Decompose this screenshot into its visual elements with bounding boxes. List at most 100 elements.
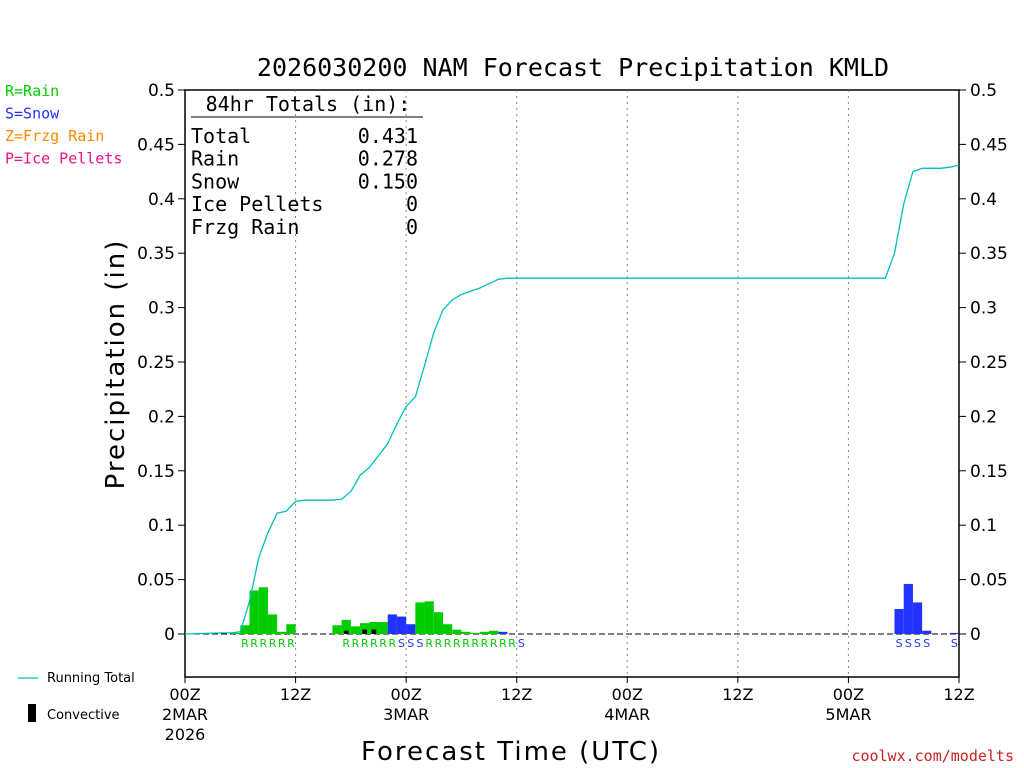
plot-frame	[184, 89, 960, 678]
convective-legend-label: Convective	[47, 708, 120, 723]
precip-type-letter: S	[407, 637, 414, 650]
y-axis-left: 0.5 0.45 0.4 0.35 0.3 0.25 0.2 0.15 0.1 0.05 0	[137, 81, 185, 645]
precip-type-letter: R	[499, 637, 507, 650]
precip-type-legend: R=Rain S=Snow Z=Frzg Rain P=Ice Pellets	[5, 82, 122, 168]
y-tick-label-right: 0.4	[970, 190, 997, 210]
rain-bar	[286, 624, 296, 634]
precip-type-letter: S	[896, 637, 903, 650]
precip-type-letter: R	[278, 637, 286, 650]
precip-type-letter: S	[416, 637, 423, 650]
totals-rows: Total 0.431 Rain 0.278 Snow 0.150 Ice Pellets 0…	[191, 124, 418, 239]
y-tick-label-right: 0.5	[970, 81, 997, 101]
rain-bar	[267, 614, 278, 634]
x-tick-date: 3MAR	[383, 705, 429, 724]
x-tick-label: 00Z	[169, 685, 200, 704]
precip-type-letter: R	[508, 637, 516, 650]
y-tick-label: 0.15	[137, 462, 175, 482]
precip-type-letter: S	[905, 637, 912, 650]
totals-row-value: 0.431	[358, 124, 418, 148]
totals-row-value: 0.278	[358, 147, 418, 171]
x-tick-label: 12Z	[501, 685, 532, 704]
x-tick-date: 2MAR	[162, 705, 208, 724]
precip-type-legend-item: R=Rain	[5, 82, 59, 100]
y-tick-label: 0.25	[137, 353, 175, 373]
x-tick-year: 2026	[165, 725, 206, 744]
rain-bar	[433, 612, 443, 634]
snow-bar	[912, 602, 923, 634]
precip-type-letter: R	[241, 637, 249, 650]
precip-type-letter: S	[923, 637, 930, 650]
precip-type-letter: R	[259, 637, 267, 650]
convective-bar	[343, 630, 349, 634]
precip-type-letter: R	[250, 637, 258, 650]
precip-type-letter: R	[490, 637, 498, 650]
x-axis-label: Forecast Time (UTC)	[361, 737, 661, 767]
y-tick-label-right: 0.2	[970, 407, 997, 427]
x-tick-label: 12Z	[722, 685, 753, 704]
totals-row-label: Total	[191, 124, 251, 148]
rain-bar	[461, 631, 471, 634]
y-tick-label-right: 0.45	[970, 135, 1008, 155]
rain-bar	[443, 624, 453, 634]
y-tick-label: 0	[164, 625, 175, 645]
convective-legend-swatch	[28, 704, 36, 722]
precip-bars	[231, 583, 959, 634]
precip-type-letter: R	[342, 637, 350, 650]
x-tick-label: 12Z	[280, 685, 311, 704]
precip-type-legend-item: Z=Frzg Rain	[5, 127, 104, 145]
precip-type-letter: R	[453, 637, 461, 650]
rain-bar	[350, 626, 361, 634]
precip-type-letter: R	[370, 637, 378, 650]
y-tick-label-right: 0.35	[970, 244, 1008, 264]
y-tick-label-right: 0.1	[970, 516, 997, 536]
y-tick-label-right: 0.05	[970, 571, 1008, 591]
precip-type-letter: S	[518, 637, 525, 650]
rain-bar	[489, 630, 499, 634]
totals-row-label: Snow	[191, 169, 240, 193]
running-total-legend-label: Running Total	[47, 671, 135, 686]
gridlines	[295, 90, 849, 677]
x-tick-date: 5MAR	[825, 705, 871, 724]
y-tick-label: 0.4	[148, 190, 175, 210]
convective-bar	[362, 629, 367, 634]
rain-bar	[240, 625, 250, 634]
precip-type-letter: S	[951, 637, 958, 650]
y-tick-label-right: 0.25	[970, 353, 1008, 373]
y-tick-label: 0.1	[148, 516, 175, 536]
rain-bar	[378, 622, 388, 634]
totals-row-label: Ice Pellets	[191, 192, 323, 216]
credit-text: coolwx.com/modelts	[851, 747, 1014, 765]
y-tick-label: 0.2	[148, 407, 175, 427]
y-tick-label: 0.05	[137, 571, 175, 591]
x-tick-label: 00Z	[612, 685, 643, 704]
y-tick-label: 0.45	[137, 135, 175, 155]
x-tick-label: 12Z	[943, 685, 974, 704]
y-tick-label: 0.3	[148, 299, 175, 319]
rain-bar	[369, 622, 379, 634]
snow-bar	[894, 608, 904, 634]
precip-type-letter: R	[388, 637, 396, 650]
totals-box: 84hr Totals (in): Total 0.431 Rain 0.278 Sno…	[191, 92, 423, 239]
y-tick-label-right: 0.15	[970, 462, 1008, 482]
snow-bar	[949, 632, 959, 634]
precip-type-legend-item: P=Ice Pellets	[5, 150, 122, 168]
precip-type-letter: R	[352, 637, 360, 650]
totals-header: 84hr Totals (in):	[206, 92, 411, 116]
precip-type-letter: S	[914, 637, 921, 650]
series-legend: Running Total Convective	[18, 671, 135, 723]
x-tick-label: 00Z	[390, 685, 421, 704]
precip-type-letter: S	[398, 637, 405, 650]
precip-type-letter: R	[425, 637, 433, 650]
precip-type-letter: R	[435, 637, 443, 650]
running-total-line	[184, 164, 960, 635]
precip-type-letter: R	[269, 637, 277, 650]
y-tick-label: 0.5	[148, 81, 175, 101]
rain-bar	[258, 587, 268, 634]
rain-bar	[424, 601, 434, 634]
x-tick-date: 4MAR	[604, 705, 650, 724]
rain-bar	[360, 623, 370, 634]
rain-bar	[470, 632, 480, 634]
